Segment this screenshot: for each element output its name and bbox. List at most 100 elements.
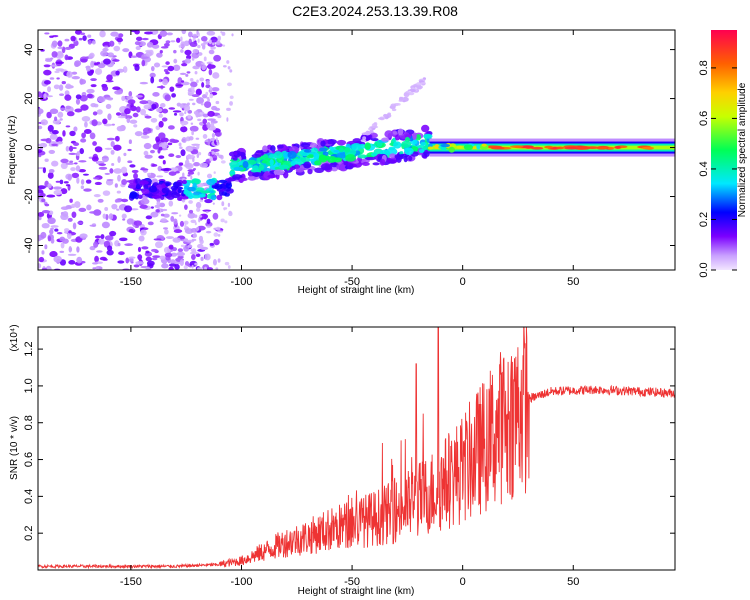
spectrogram-blob: [48, 149, 56, 154]
spectrogram-blob: [140, 198, 150, 205]
spectrogram-blob: [207, 152, 210, 157]
spectrogram-blob: [128, 139, 132, 145]
spectrogram-blob: [213, 171, 216, 174]
spectrogram-blob: [160, 218, 168, 222]
spectrogram-blob: [417, 85, 422, 90]
spectrogram-blob: [99, 30, 106, 38]
spectrogram-blob: [110, 141, 115, 148]
spectrogram-blob: [59, 250, 65, 253]
spectrogram-blob: [184, 159, 190, 167]
spectrogram-blob: [155, 209, 160, 213]
spectrogram-blob: [215, 100, 220, 105]
spectrogram-blob: [161, 263, 169, 269]
spectrogram-blob: [122, 66, 128, 73]
spectrogram-blob: [403, 92, 410, 98]
spectrogram-blob: [38, 91, 42, 98]
spectrogram-blob: [206, 61, 213, 65]
spectrogram-xtick-label: -100: [230, 276, 252, 288]
spectrogram-blob: [269, 159, 274, 166]
spectrogram-blob: [212, 42, 215, 46]
spectrogram-blob: [326, 138, 337, 145]
spectrogram-blob: [115, 199, 122, 203]
spectrogram-blob: [111, 163, 115, 166]
spectrogram-blob: [227, 66, 231, 70]
spectrogram-blob: [44, 32, 50, 35]
spectrogram-blob: [72, 222, 77, 230]
spectrogram-blob: [64, 46, 72, 50]
spectrogram-blob: [270, 145, 276, 153]
spectrogram-blob: [133, 220, 143, 226]
spectrogram-blob: [179, 104, 184, 109]
spectrogram-blob: [141, 59, 146, 67]
spectrogram-blob: [184, 224, 187, 229]
spectrogram-blob: [158, 120, 164, 128]
snr-series-line: [38, 327, 675, 570]
spectrogram-blob: [127, 148, 132, 152]
spectrogram-blob: [199, 77, 205, 82]
spectrogram-blob: [65, 83, 72, 90]
spectrogram-blob: [116, 125, 124, 132]
spectrogram-blob: [195, 201, 202, 209]
spectrogram-blob: [86, 88, 95, 94]
spectrogram-blob: [383, 113, 387, 118]
spectrogram-blob: [169, 138, 176, 143]
spectrogram-blob: [381, 137, 390, 142]
spectrogram-blob: [204, 266, 207, 270]
spectrogram-blob: [186, 55, 192, 60]
spectrogram-blob: [213, 54, 222, 62]
spectrogram-blob: [190, 248, 193, 252]
spectrogram-blob: [163, 213, 170, 218]
spectrogram-blob: [48, 168, 55, 174]
spectrogram-blob: [100, 234, 105, 240]
spectrogram-blob: [160, 168, 169, 172]
spectrogram-blob: [208, 86, 213, 92]
spectrogram-blob: [168, 266, 174, 270]
spectrogram-blob: [55, 180, 61, 183]
spectrogram-blob: [152, 255, 161, 258]
spectrogram-blob: [135, 261, 145, 265]
spectrogram-xtick-label: -150: [120, 276, 142, 288]
spectrogram-blob: [94, 68, 103, 75]
spectrogram-blob: [143, 184, 149, 190]
spectrogram-blob: [186, 102, 190, 106]
spectrogram-blob: [209, 242, 215, 246]
spectrogram-blob: [155, 241, 163, 249]
spectrogram-blob: [167, 125, 175, 130]
spectrogram-blob: [194, 262, 198, 266]
spectrogram-blob: [51, 160, 59, 167]
spectrogram-blob: [103, 123, 113, 127]
spectrogram-blob: [150, 65, 155, 72]
spectrogram-blob: [158, 202, 166, 208]
spectrogram-blob: [135, 36, 143, 41]
spectrogram-blob: [159, 146, 163, 151]
spectrogram-blob: [60, 242, 65, 249]
spectrogram-blob: [80, 58, 88, 63]
spectrogram-blob: [318, 147, 328, 152]
spectrogram-blob: [190, 175, 193, 180]
spectrogram-blob: [38, 212, 45, 217]
spectrogram-blob: [168, 171, 177, 176]
chart-title: C2E3.2024.253.13.39.R08: [292, 3, 458, 19]
spectrogram-blob: [183, 238, 189, 242]
spectrogram-blob: [165, 236, 174, 239]
spectrogram-blob: [239, 177, 248, 182]
spectrogram-blob: [60, 188, 68, 195]
spectrogram-blob: [205, 80, 210, 86]
spectrogram-blob: [112, 86, 121, 91]
spectrogram-blob: [140, 56, 149, 59]
spectrogram-blob: [224, 261, 230, 266]
spectrogram-blob: [115, 70, 120, 76]
spectrogram-blob: [101, 155, 109, 163]
spectrogram-blob: [187, 244, 193, 248]
spectrogram-blob: [150, 117, 158, 123]
spectrogram-blob: [65, 105, 72, 110]
spectrogram-blob: [205, 91, 209, 96]
spectrogram-blob: [168, 244, 174, 250]
spectrogram-blob: [144, 115, 152, 119]
spectrogram-blob: [208, 68, 213, 76]
spectrogram-blob: [192, 33, 198, 39]
spectrogram-blob: [207, 63, 213, 70]
spectrogram-blob: [143, 150, 149, 156]
spectrogram-blob: [202, 209, 212, 212]
